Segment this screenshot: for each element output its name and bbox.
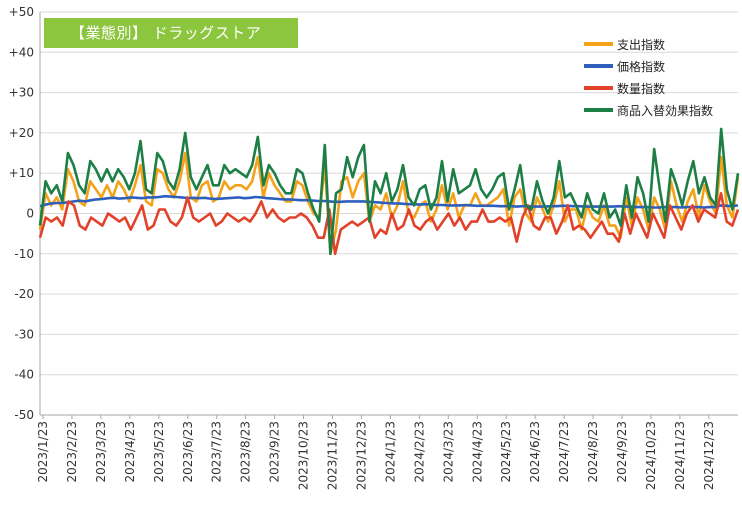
y-tick-label: -50 (14, 408, 34, 422)
x-tick-label: 2024/2/23 (412, 421, 426, 483)
x-tick-label: 2024/6/23 (528, 421, 542, 483)
x-tick-label: 2023/9/23 (268, 421, 282, 483)
y-tick-label: 0 (26, 207, 34, 221)
x-tick-label: 2023/4/23 (123, 421, 137, 483)
y-tick-label: -40 (14, 368, 34, 382)
legend-swatch (584, 108, 613, 112)
legend-item: 数量指数 (584, 77, 713, 99)
y-tick-label: -20 (14, 287, 34, 301)
series-price-line (39, 194, 739, 209)
y-tick-label: +10 (9, 166, 34, 180)
x-tick-label: 2024/9/23 (615, 421, 629, 483)
y-tick-label: +20 (9, 126, 34, 140)
x-tick-label: 2024/12/23 (702, 421, 716, 490)
x-tick-label: 2023/7/23 (210, 421, 224, 483)
legend-item: 価格指数 (584, 55, 713, 77)
x-tick-label: 2024/11/23 (673, 421, 687, 490)
x-tick-label: 2024/7/23 (557, 421, 571, 483)
legend: 支出指数価格指数数量指数商品入替効果指数 (584, 33, 713, 121)
series-quantity-line (38, 192, 740, 256)
y-tick-label: +30 (9, 86, 34, 100)
x-tick-label: 2023/8/23 (239, 421, 253, 483)
x-tick-label: 2024/3/23 (441, 421, 455, 483)
legend-swatch (584, 86, 613, 90)
legend-label: 価格指数 (617, 59, 666, 74)
y-tick-label: -10 (14, 247, 34, 261)
y-tick-label: +40 (9, 45, 34, 59)
x-tick-label: 2023/1/23 (36, 421, 50, 483)
x-tick-label: 2024/4/23 (470, 421, 484, 483)
legend-item: 支出指数 (584, 33, 713, 55)
legend-swatch (584, 42, 613, 46)
x-tick-label: 2023/10/23 (297, 421, 311, 490)
legend-item: 商品入替効果指数 (584, 99, 713, 121)
x-tick-label: 2023/12/23 (354, 421, 368, 490)
y-tick-label: +50 (9, 5, 34, 19)
x-tick-label: 2023/11/23 (326, 421, 340, 490)
x-tick-label: 2023/3/23 (94, 421, 108, 483)
y-tick-label: -30 (14, 327, 34, 341)
chart-title: 【業態別】 ドラッグストア (44, 18, 298, 48)
legend-label: 数量指数 (617, 81, 666, 96)
x-tick-label: 2023/5/23 (152, 421, 166, 483)
legend-label: 支出指数 (617, 37, 666, 52)
series-replacement-line (38, 127, 740, 256)
legend-swatch (584, 64, 613, 68)
x-tick-label: 2024/5/23 (499, 421, 513, 483)
x-tick-label: 2024/8/23 (586, 421, 600, 483)
x-tick-label: 2024/10/23 (644, 421, 658, 490)
x-tick-label: 2024/1/23 (383, 421, 397, 483)
x-tick-label: 2023/2/23 (65, 421, 79, 483)
legend-label: 商品入替効果指数 (617, 103, 714, 118)
x-tick-label: 2023/6/23 (181, 421, 195, 483)
